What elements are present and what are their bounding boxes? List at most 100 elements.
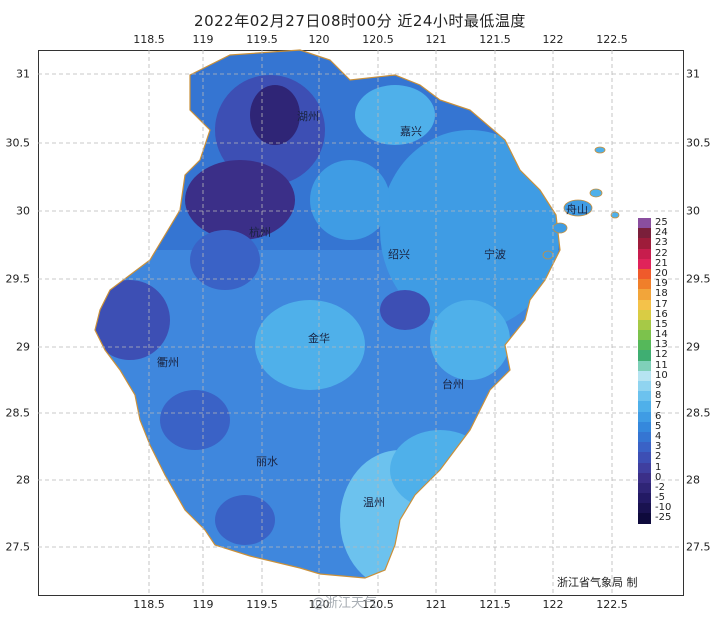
legend-row: 2 (636, 451, 682, 463)
temperature-legend: 25 24 23 22 21 20 19 18 17 16 15 14 13 12 11 10 9 8 7 6 5 4 3 2… (636, 217, 682, 524)
legend-swatch (638, 289, 651, 300)
legend-swatch (638, 279, 651, 290)
city-label-quzhou: 衢州 (157, 356, 179, 369)
legend-row: 17 (636, 298, 682, 310)
city-label-shaoxing: 绍兴 (388, 248, 410, 261)
legend-swatch (638, 482, 651, 494)
lat-label-left: 31 (16, 67, 30, 81)
legend-row: 7 (636, 400, 682, 412)
lat-label-right: 29 (686, 340, 700, 354)
legend-swatch (638, 299, 651, 310)
legend-label: 7 (655, 400, 662, 412)
legend-row: 9 (636, 380, 682, 392)
legend-swatch (638, 513, 651, 524)
legend-row: 20 (636, 267, 682, 280)
lat-label-right: 30 (686, 204, 700, 218)
lon-label-bottom: 122 (542, 598, 564, 611)
lat-label-left: 30.5 (5, 136, 31, 150)
legend-label: 17 (655, 298, 668, 310)
islands (542, 146, 620, 260)
lat-label-left: 30 (16, 204, 30, 218)
legend-label: -10 (655, 502, 672, 514)
legend-label: 2 (655, 451, 662, 463)
lat-label-right: 27.5 (686, 540, 711, 554)
city-label-lishui: 丽水 (256, 455, 278, 468)
lon-label-top: 121.5 (479, 33, 511, 46)
legend-swatch (638, 309, 651, 320)
legend-label: 19 (655, 278, 668, 290)
legend-label: 8 (655, 390, 662, 402)
lat-label-right: 28 (686, 473, 700, 487)
legend-row: -5 (636, 492, 682, 504)
legend-row: 13 (636, 339, 682, 351)
legend-label: 21 (655, 257, 668, 269)
lon-label-bottom: 119 (192, 598, 214, 611)
lon-label-bottom: 118.5 (133, 598, 165, 611)
lon-label-top: 119.5 (246, 33, 278, 46)
lon-label-top: 122.5 (596, 33, 628, 46)
legend-label: 5 (655, 420, 662, 432)
legend-label: 22 (655, 247, 668, 259)
legend-row: 14 (636, 329, 682, 341)
province-border (94, 49, 561, 579)
legend-label: 3 (655, 441, 662, 453)
city-label-jinhua: 金华 (308, 332, 330, 345)
city-label-jiaxing: 嘉兴 (400, 125, 422, 138)
legend-row: 12 (636, 349, 682, 361)
lon-label-bottom: 122.5 (596, 598, 628, 611)
legend-swatch (638, 391, 651, 402)
lat-label-left: 27.5 (5, 540, 31, 554)
legend-swatch (638, 268, 651, 280)
lat-label-left: 28 (16, 473, 30, 487)
legend-label: -5 (655, 492, 665, 504)
lat-label-left: 28.5 (5, 406, 31, 420)
legend-swatch (638, 228, 651, 239)
legend-label: 9 (655, 380, 662, 391)
legend-row: 8 (636, 390, 682, 402)
legend-swatch (638, 381, 651, 392)
lat-label-left: 29.5 (5, 272, 31, 286)
legend-row: 16 (636, 308, 682, 320)
legend-swatch (638, 421, 651, 432)
graticule (38, 50, 682, 594)
legend-swatch (638, 452, 651, 463)
lon-label-bottom: 119.5 (246, 598, 278, 611)
legend-row: 18 (636, 288, 682, 300)
lon-label-top: 121 (425, 33, 447, 46)
legend-row: -2 (636, 481, 682, 494)
lat-label-right: 31 (686, 67, 700, 81)
legend-row: 21 (636, 257, 682, 269)
legend-label: -25 (655, 512, 672, 524)
legend-swatch (638, 248, 651, 259)
temperature-field (95, 50, 560, 578)
lon-label-top: 120.5 (362, 33, 394, 46)
legend-swatch (638, 350, 651, 361)
lat-label-right: 30.5 (686, 136, 711, 150)
city-label-huzhou: 湖州 (297, 110, 319, 123)
legend-row: 1 (636, 462, 682, 473)
legend-label: 12 (655, 349, 668, 361)
legend-label: 14 (655, 329, 668, 341)
lat-label-right: 29.5 (686, 272, 711, 286)
lon-label-top: 118.5 (133, 33, 165, 46)
city-label-wenzhou: 温州 (363, 496, 385, 509)
map-title: 2022年02月27日08时00分 近24小时最低温度 (194, 12, 526, 30)
legend-label: 20 (655, 267, 668, 279)
lon-label-bottom: 120.5 (362, 598, 394, 611)
legend-label: 18 (655, 288, 668, 300)
legend-swatch (638, 319, 651, 331)
legend-swatch (638, 370, 651, 381)
legend-label: 10 (655, 369, 668, 381)
legend-row: 11 (636, 360, 682, 371)
legend-label: 15 (655, 318, 668, 330)
legend-swatch (638, 503, 651, 514)
legend-swatch (638, 340, 651, 351)
legend-label: 16 (655, 308, 668, 320)
legend-row: 25 (636, 217, 682, 229)
legend-swatch (638, 218, 651, 229)
credit-text: 浙江省气象局 制 (557, 576, 638, 589)
legend-swatch (638, 258, 651, 269)
legend-label: -2 (655, 481, 665, 493)
city-label-ningbo: 宁波 (484, 248, 506, 261)
